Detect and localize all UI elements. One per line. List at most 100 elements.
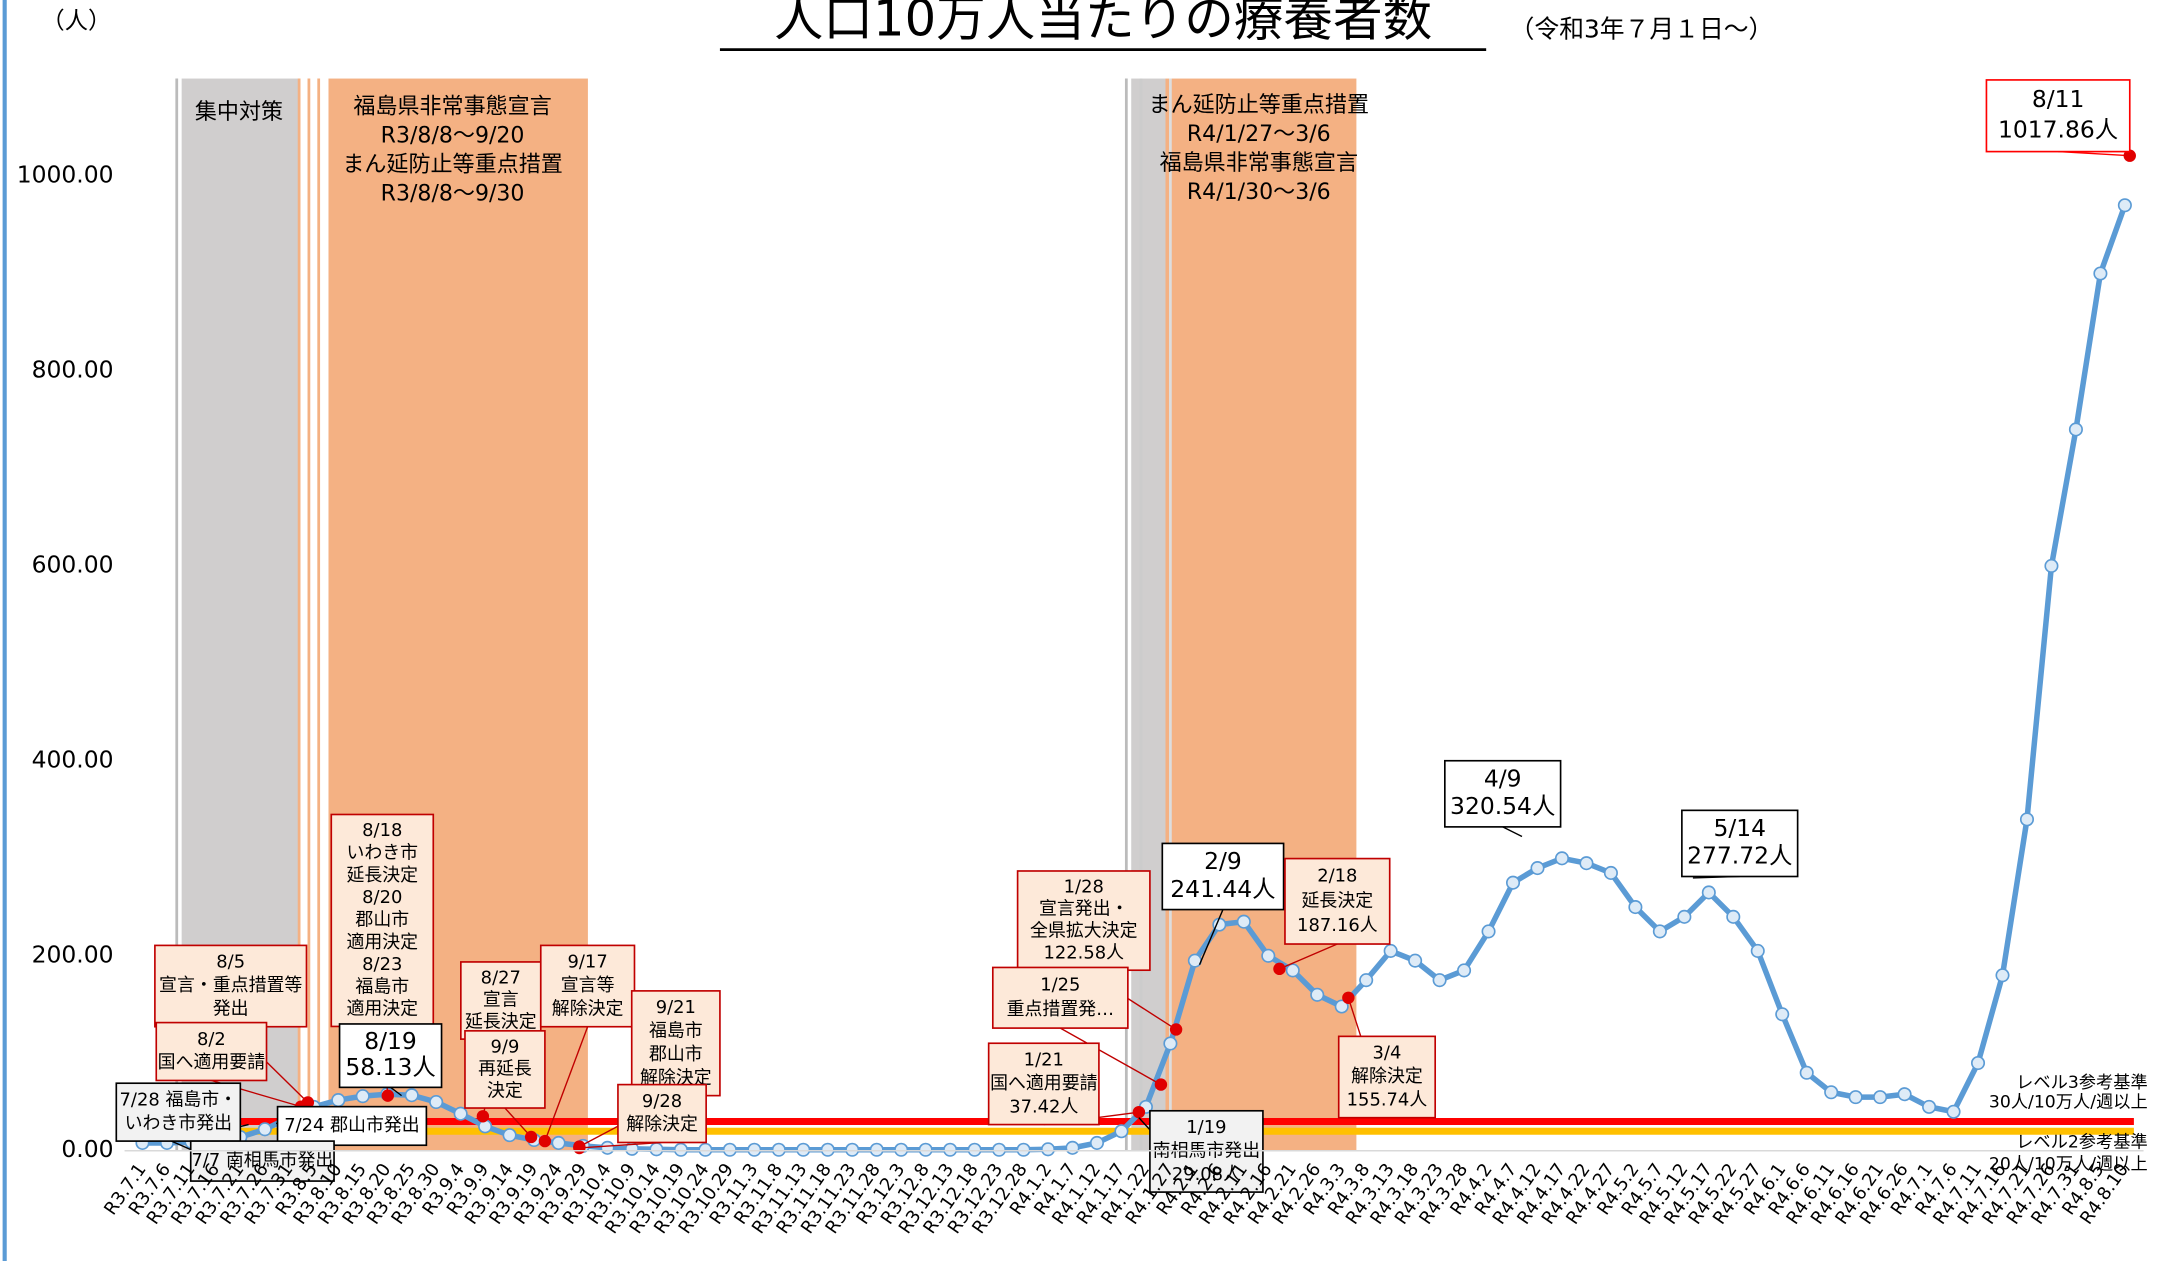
callout-box xyxy=(1444,759,1562,828)
data-point xyxy=(1530,861,1545,876)
data-point xyxy=(1114,1124,1129,1139)
data-point xyxy=(1408,953,1423,968)
data-point xyxy=(1310,987,1325,1002)
y-unit: （人） xyxy=(41,7,111,35)
callout-text: 福島市 xyxy=(355,976,409,997)
callout-box xyxy=(539,944,636,1028)
data-point xyxy=(1970,1055,1986,1071)
callout-text: 1/28 xyxy=(1064,877,1104,898)
callout-text: 1/21 xyxy=(1024,1049,1064,1070)
callout-text: 277.72人 xyxy=(1687,842,1792,870)
callout-box xyxy=(1985,79,2131,153)
data-point xyxy=(429,1094,444,1110)
callout-text: 重点措置発… xyxy=(1007,999,1114,1020)
data-point xyxy=(1726,909,1741,924)
period-label: R3/8/8〜9/30 xyxy=(381,181,525,206)
data-point xyxy=(2019,812,2035,827)
series-line xyxy=(142,204,2128,1153)
y-tick-label: 200.00 xyxy=(32,940,114,968)
data-point xyxy=(1383,943,1398,958)
callout-text: 国へ適用要請 xyxy=(158,1052,266,1073)
callout-box xyxy=(189,1140,335,1182)
callout-text: 9/9 xyxy=(491,1036,520,1057)
callout-text: 8/18 xyxy=(362,820,402,841)
callout-text: 155.74人 xyxy=(1347,1089,1428,1110)
data-point xyxy=(2068,422,2083,437)
event-marker xyxy=(2123,149,2136,162)
data-point xyxy=(502,1128,517,1143)
callout-text: 8/2 xyxy=(197,1029,226,1050)
data-point xyxy=(673,1142,688,1157)
event-marker xyxy=(1154,1078,1168,1091)
callout-text: 9/28 xyxy=(642,1091,682,1112)
callout-text: いわき市発出 xyxy=(125,1113,232,1134)
callout-arrow xyxy=(1059,1027,1162,1086)
callout-text: 1/25 xyxy=(1040,974,1080,995)
callout-text: 郡山市 xyxy=(355,909,409,930)
data-point xyxy=(1040,1142,1056,1157)
data-point xyxy=(257,1122,272,1137)
callout-text: 延長決定 xyxy=(1302,890,1374,911)
callout-arrow xyxy=(1198,909,1224,965)
callout-box xyxy=(630,990,721,1097)
data-point xyxy=(698,1142,713,1157)
callout-arrow xyxy=(1279,943,1338,970)
callout-text: 122.58人 xyxy=(1043,943,1124,964)
callout-text: 解除決定 xyxy=(1351,1066,1423,1087)
callout-text: 発出 xyxy=(213,998,249,1019)
callout-text: 適用決定 xyxy=(346,932,418,953)
callout-text: 福島市 xyxy=(649,1021,703,1042)
data-point xyxy=(331,1093,346,1108)
data-point xyxy=(918,1142,933,1157)
event-marker xyxy=(1132,1105,1146,1119)
callout-text: 5/14 xyxy=(1713,814,1766,842)
callout-arrow xyxy=(1502,826,1523,838)
data-point xyxy=(1457,963,1472,978)
callout-text: 3/4 xyxy=(1373,1043,1402,1064)
callout-text: いわき市 xyxy=(346,842,418,863)
callout-text: 郡山市 xyxy=(649,1044,703,1065)
reference-label: レベル2参考基準 xyxy=(2016,1132,2148,1152)
callout-box xyxy=(330,813,435,1028)
data-point xyxy=(1628,900,1643,915)
event-marker xyxy=(476,1110,490,1123)
data-point xyxy=(1285,963,1300,978)
y-tick-label: 0.00 xyxy=(61,1135,113,1163)
callout-text: 解除決定 xyxy=(552,998,624,1019)
data-point xyxy=(1334,999,1349,1014)
callout-box xyxy=(617,1083,707,1144)
callout-text: 37.42人 xyxy=(1009,1096,1078,1117)
callout-box xyxy=(1284,857,1391,945)
data-point xyxy=(747,1142,762,1157)
data-point xyxy=(1946,1104,1961,1119)
event-marker xyxy=(538,1134,552,1148)
data-point xyxy=(355,1089,370,1104)
callout-text: 宣言等 xyxy=(561,975,615,996)
callout-text: 58.13人 xyxy=(345,1053,435,1081)
data-point xyxy=(1579,856,1594,871)
data-point xyxy=(1701,885,1716,900)
callout-text: 宣言・重点措置等 xyxy=(159,975,302,996)
data-point xyxy=(1163,1036,1178,1051)
event-marker xyxy=(381,1089,394,1102)
callout-text: 8/5 xyxy=(216,952,245,973)
callout-text: 宣言発出・ xyxy=(1039,899,1129,920)
y-tick-label: 1000.00 xyxy=(17,161,114,189)
callout-box xyxy=(991,966,1129,1029)
reference-label: 20人/10万人/週以上 xyxy=(1989,1155,2148,1175)
callout-text: 決定 xyxy=(487,1080,523,1101)
y-tick-label: 400.00 xyxy=(32,745,114,773)
callout-text: 187.16人 xyxy=(1297,915,1378,936)
callout-text: 7/7 南相馬市発出 xyxy=(191,1150,333,1171)
data-point xyxy=(1995,968,2010,983)
period-shade xyxy=(1165,78,1357,1151)
callout-box xyxy=(276,1105,428,1147)
data-point xyxy=(1505,875,1521,890)
period-label: まん延防止等重点措置 xyxy=(1149,93,1369,118)
event-marker xyxy=(524,1130,538,1144)
data-point xyxy=(453,1106,468,1121)
callout-text: 7/28 福島市・ xyxy=(120,1089,238,1110)
period-label: 福島県非常事態宣言 xyxy=(353,94,551,119)
reference-label: 30人/10万人/週以上 xyxy=(1989,1093,2148,1113)
